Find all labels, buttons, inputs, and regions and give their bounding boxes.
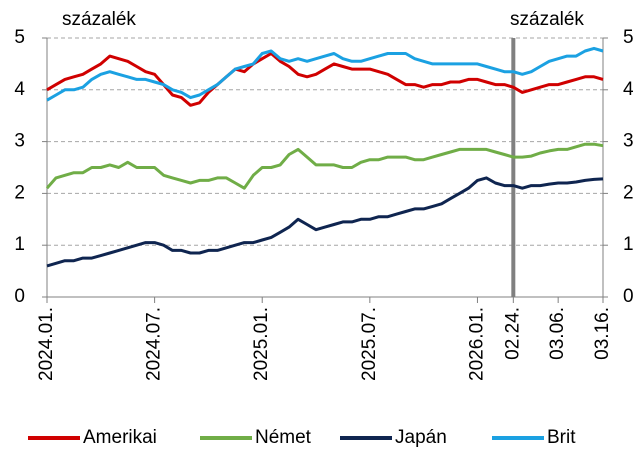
x-tick-label: 03.16. xyxy=(592,307,613,360)
legend-label: Japán xyxy=(395,427,447,448)
y-tick-label: 1 xyxy=(14,234,25,255)
y2-tick-label: 1 xyxy=(623,234,634,255)
y-tick-label: 5 xyxy=(14,27,25,48)
x-tick-label: 2024.07. xyxy=(144,307,165,381)
series-line xyxy=(46,46,604,102)
y-tick-label: 0 xyxy=(14,286,25,307)
y-tick-label: 4 xyxy=(14,79,25,100)
x-tick-label: 2026.01. xyxy=(466,307,487,381)
x-tick-label: 2025.07. xyxy=(359,307,380,381)
x-tick-label: 03.06. xyxy=(547,307,568,360)
y-tick-label: 3 xyxy=(14,131,25,152)
y-axis-label: százalék xyxy=(62,9,136,30)
x-tick-label: 02.24. xyxy=(502,307,523,360)
y2-tick-label: 5 xyxy=(623,27,634,48)
x-tick-label: 2025.01. xyxy=(251,307,272,381)
series-line xyxy=(45,142,604,190)
y2-tick-label: 4 xyxy=(623,79,634,100)
series-line xyxy=(46,52,604,107)
legend-label: Német xyxy=(255,427,312,448)
series-line xyxy=(46,176,604,268)
y2-tick-label: 0 xyxy=(623,286,634,307)
legend-label: Amerikai xyxy=(83,427,157,448)
y2-axis-label: százalék xyxy=(510,9,584,30)
x-tick-label: 2024.01. xyxy=(36,307,57,381)
y2-tick-label: 2 xyxy=(623,182,634,203)
legend-label: Brit xyxy=(547,427,576,448)
y-tick-label: 2 xyxy=(14,182,25,203)
y2-tick-label: 3 xyxy=(623,131,634,152)
